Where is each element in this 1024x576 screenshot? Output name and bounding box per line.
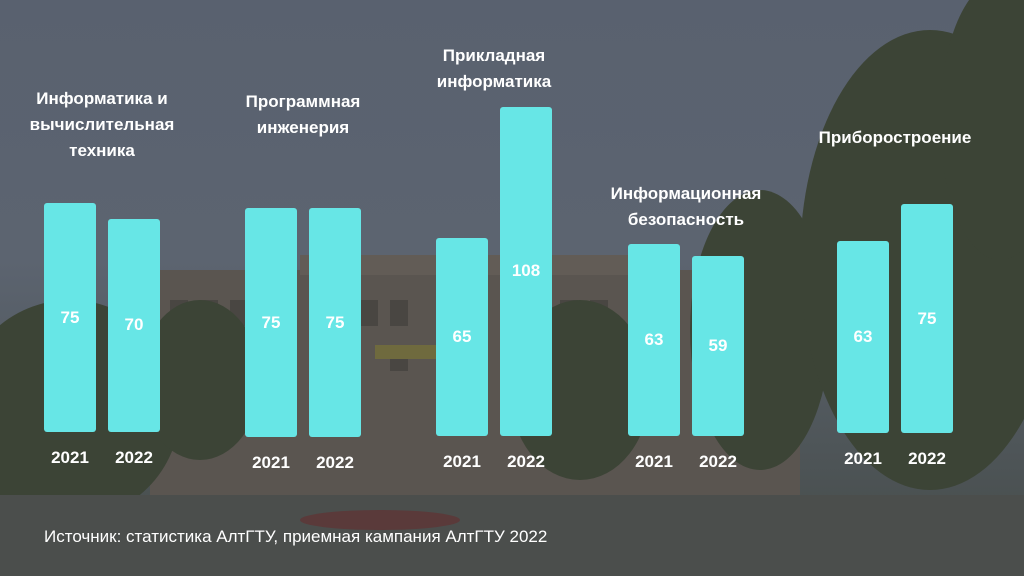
year-label: 2021 (252, 453, 290, 472)
bar (692, 256, 744, 436)
source-note: Источник: статистика АлтГТУ, приемная ка… (44, 527, 548, 546)
bar (309, 208, 361, 437)
group-title: Программная инженерия (245, 92, 361, 137)
bar (108, 218, 160, 432)
bar (837, 240, 889, 433)
year-label: 2021 (635, 452, 673, 471)
year-label: 2021 (51, 448, 89, 467)
year-label: 2022 (908, 449, 946, 468)
bar-value-label: 63 (853, 326, 873, 346)
bar (901, 204, 953, 433)
bar (44, 203, 96, 432)
year-label: 2022 (507, 452, 545, 471)
bar (500, 106, 552, 436)
group-title: Прикладная информатика (436, 46, 552, 91)
bar (628, 243, 680, 436)
bar-value-label: 108 (511, 261, 541, 281)
bar-value-label: 63 (644, 329, 664, 349)
bar-value-label: 75 (917, 308, 937, 328)
year-label: 2022 (316, 453, 354, 472)
year-label: 2021 (443, 452, 481, 471)
group-title: Информатика и вычислительная техника (29, 89, 175, 160)
year-label: 2022 (115, 448, 153, 467)
group-title: Информационная безопасность (610, 184, 762, 229)
year-label: 2022 (699, 452, 737, 471)
bar-value-label: 65 (452, 326, 472, 346)
group-title: Приборостроение (818, 128, 972, 147)
bar-value-label: 70 (124, 315, 144, 335)
bar-value-label: 75 (60, 307, 80, 327)
bar-value-label: 59 (708, 336, 728, 356)
bar-value-label: 75 (261, 312, 281, 332)
bar-value-label: 75 (325, 312, 345, 332)
bar (245, 208, 297, 437)
year-label: 2021 (844, 449, 882, 468)
bar (436, 237, 488, 436)
